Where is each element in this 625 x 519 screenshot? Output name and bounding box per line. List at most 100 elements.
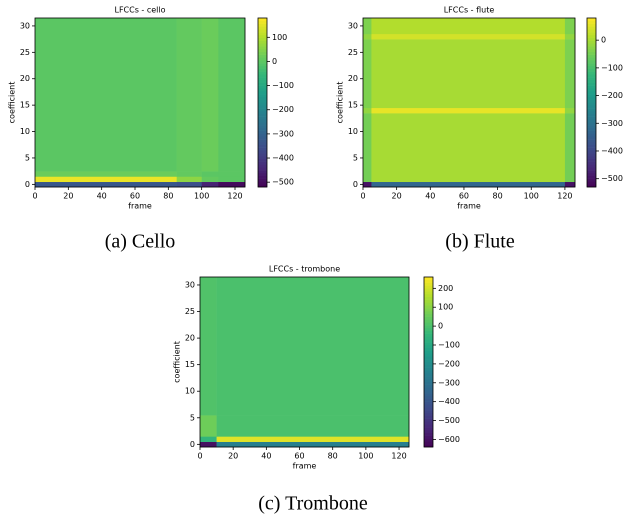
colorbar-swatch [587,122,596,126]
heatmap-cell [363,113,372,183]
subfigure-caption: (c) Trombone [258,493,368,515]
colorbar-swatch [258,130,267,134]
x-tick-label: 0 [32,192,37,201]
y-tick-label: 25 [185,307,195,316]
colorbar-swatch [258,102,267,106]
colorbar-swatch [424,277,433,281]
colorbar-swatch [258,119,267,123]
y-tick-label: 5 [190,413,195,422]
colorbar-swatch [424,444,433,448]
colorbar-swatch [258,20,267,24]
colorbar-swatch [258,34,267,39]
colorbar-swatch [424,319,433,323]
colorbar-swatch [587,46,596,50]
colorbar-swatch [258,156,267,160]
colorbar-swatch [258,46,267,50]
colorbar-swatch [424,381,433,385]
colorbar-swatch [424,379,433,383]
subfigure-caption: (b) Flute [445,231,515,253]
colorbar-swatch [587,88,596,92]
colorbar-swatch [587,147,596,151]
colorbar-tick-label: 200 [438,284,453,293]
colorbar-swatch [258,175,267,179]
y-axis-label: coefficient [336,82,345,124]
colorbar-swatch [424,421,433,425]
colorbar-swatch [258,57,267,61]
colorbar-swatch [258,178,267,182]
chart-title: LFCCs - flute [444,6,495,15]
colorbar-swatch [424,339,433,343]
colorbar-tick-label: −100 [438,341,460,350]
colorbar-swatch [424,308,433,312]
colorbar-swatch [424,322,433,326]
heatmap-cell [200,441,217,448]
colorbar-swatch [258,94,267,98]
colorbar-swatch [424,376,433,380]
y-tick-label: 10 [185,387,195,396]
heatmap-cell [371,33,566,40]
x-tick-label: 40 [425,192,435,201]
x-tick-label: 80 [328,452,338,461]
colorbar-swatch [424,356,433,360]
heatmap-cell [35,18,177,172]
colorbar-swatch [587,144,596,148]
colorbar-swatch [424,404,433,408]
colorbar-swatch [424,370,433,374]
colorbar-swatch [424,441,433,445]
colorbar-tick-label: −500 [272,178,294,187]
colorbar-swatch [424,367,433,371]
y-tick-label: 15 [185,360,195,369]
colorbar-swatch [587,65,596,69]
colorbar-swatch [258,99,267,103]
colorbar-tick-label: −100 [601,63,623,72]
colorbar-swatch [424,296,433,300]
colorbar-swatch [424,410,433,414]
heatmap-cell [564,181,576,188]
heatmap-cell [363,33,372,40]
heatmap-cell [371,107,566,114]
colorbar-swatch [258,88,267,92]
colorbar-swatch [258,144,267,148]
colorbar-swatch [587,108,596,112]
colorbar-swatch [424,328,433,332]
heatmap-cell [201,171,219,177]
y-tick-label: 0 [25,180,30,189]
colorbar-swatch [258,48,267,53]
colorbar-swatch [587,85,596,89]
colorbar-swatch [587,127,596,131]
colorbar-swatch [587,175,596,179]
colorbar-swatch [587,170,596,174]
colorbar-swatch [587,125,596,129]
heatmap-cell [564,107,576,114]
colorbar-swatch [424,393,433,397]
heatmap-cell [201,18,219,172]
colorbar-swatch [424,430,433,434]
colorbar-swatch [424,313,433,317]
colorbar-swatch [587,119,596,123]
colorbar-swatch [258,133,267,137]
y-tick-label: 0 [190,440,195,449]
colorbar-swatch [424,305,433,309]
colorbar-swatch [424,288,433,292]
heatmap-cell [363,181,372,188]
x-tick-label: 80 [163,192,173,201]
colorbar-swatch [424,407,433,411]
colorbar-swatch [424,432,433,436]
colorbar-swatch [587,32,596,36]
colorbar-swatch [424,362,433,366]
heatmap-cell [371,113,566,183]
colorbar-swatch [587,23,596,27]
heatmap-cell [35,176,177,183]
heatmap-cell [176,171,202,177]
colorbar-swatch [424,350,433,354]
colorbar-swatch [587,158,596,162]
colorbar-swatch [258,116,267,120]
colorbar-swatch [424,299,433,303]
x-tick-label: 20 [228,452,238,461]
x-tick-label: 40 [97,192,107,201]
colorbar-swatch [258,43,267,47]
x-tick-label: 60 [459,192,469,201]
x-tick-label: 60 [294,452,304,461]
colorbar-swatch [587,29,596,33]
colorbar-swatch [424,438,433,442]
